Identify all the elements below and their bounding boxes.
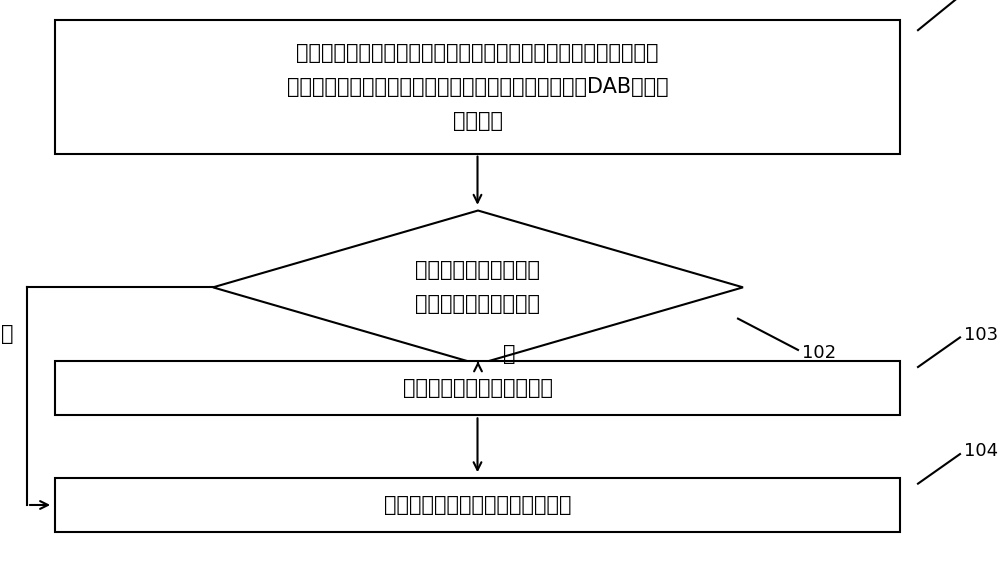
Text: 101: 101 xyxy=(964,0,998,2)
FancyBboxPatch shape xyxy=(55,20,900,154)
Text: 流故障时，对双开关电容串联式模块进行闭锁，并保持DAB模块为: 流故障时，对双开关电容串联式模块进行闭锁，并保持DAB模块为 xyxy=(287,77,668,97)
Polygon shape xyxy=(213,211,743,364)
Text: 是否再次发生过流故障: 是否再次发生过流故障 xyxy=(416,294,540,315)
Text: 103: 103 xyxy=(964,325,998,344)
Text: 运行状态: 运行状态 xyxy=(452,111,503,131)
Text: 判断在预设时间范围内: 判断在预设时间范围内 xyxy=(416,260,540,281)
Text: 104: 104 xyxy=(964,442,998,460)
Text: 否: 否 xyxy=(1,324,13,344)
Text: 对双开关电容串联式模块进行重启: 对双开关电容串联式模块进行重启 xyxy=(384,495,571,515)
FancyBboxPatch shape xyxy=(55,361,900,415)
Text: 是: 是 xyxy=(503,344,516,364)
Text: 102: 102 xyxy=(802,344,836,362)
Text: 对直流变压器进行停机处理: 对直流变压器进行停机处理 xyxy=(402,378,552,398)
FancyBboxPatch shape xyxy=(55,478,900,532)
Text: 对直流变压器高压侧连续进行监测，当直流变压器的高压侧发生过: 对直流变压器高压侧连续进行监测，当直流变压器的高压侧发生过 xyxy=(296,43,659,63)
